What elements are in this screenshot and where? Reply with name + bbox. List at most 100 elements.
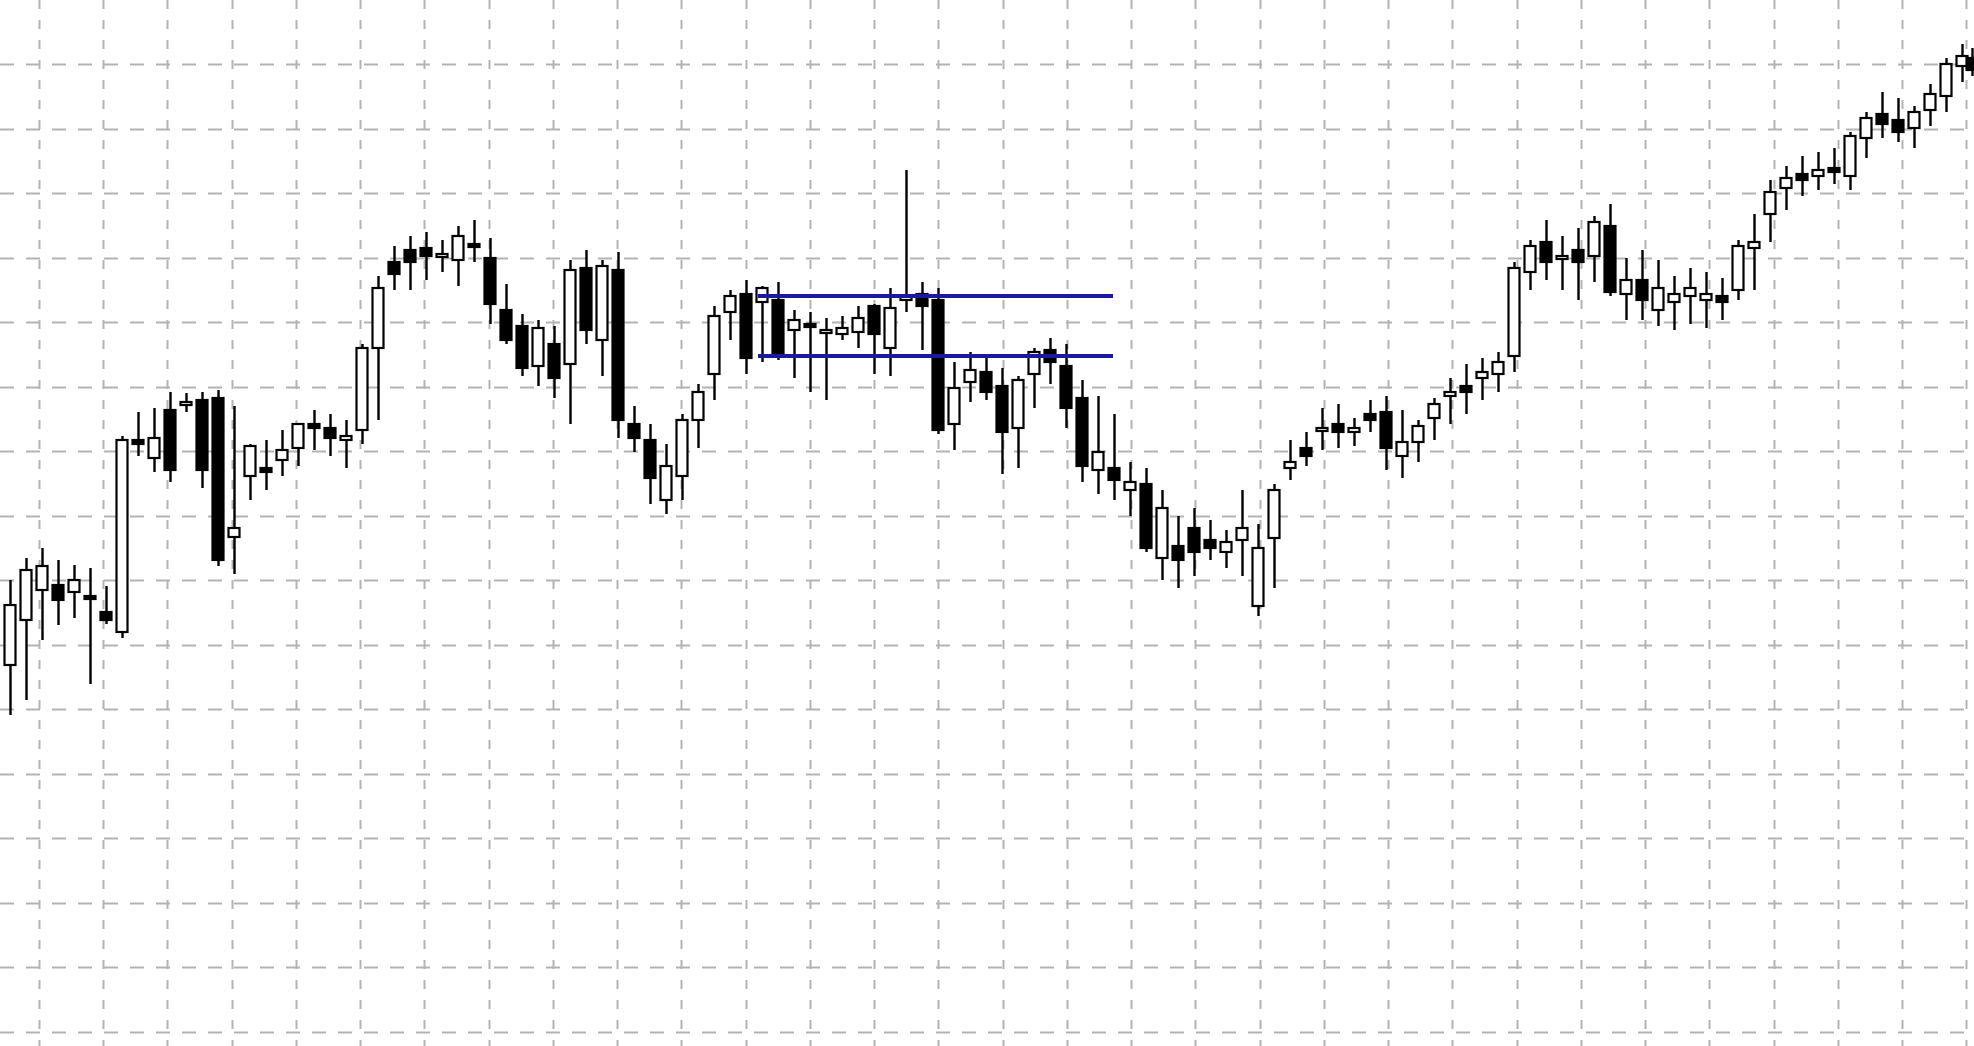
- candle-body-bearish[interactable]: [931, 298, 945, 432]
- candle-body-bullish[interactable]: [1555, 254, 1569, 261]
- candlestick[interactable]: [1331, 404, 1345, 448]
- candle-body-bearish[interactable]: [1363, 412, 1377, 422]
- candle-body-bullish[interactable]: [1731, 244, 1745, 292]
- candle-body-bullish[interactable]: [1843, 134, 1857, 178]
- candle-body-bearish[interactable]: [1379, 410, 1393, 450]
- candlestick[interactable]: [211, 390, 225, 566]
- candlestick[interactable]: [51, 560, 65, 625]
- candlestick[interactable]: [1203, 520, 1217, 560]
- candle-body-bearish[interactable]: [867, 304, 881, 336]
- candlestick[interactable]: [563, 260, 577, 424]
- candle-body-bullish[interactable]: [451, 234, 465, 262]
- candle-body-bearish[interactable]: [1059, 364, 1073, 410]
- candlestick[interactable]: [419, 232, 433, 280]
- candle-body-bullish[interactable]: [1267, 488, 1281, 540]
- candlestick[interactable]: [1683, 268, 1697, 324]
- candlestick[interactable]: [483, 238, 497, 324]
- candlestick[interactable]: [1171, 516, 1185, 588]
- candlestick[interactable]: [643, 424, 657, 504]
- candlestick[interactable]: [1667, 276, 1681, 330]
- candlestick[interactable]: [675, 414, 689, 500]
- candle-body-bullish[interactable]: [1763, 190, 1777, 216]
- candlestick[interactable]: [195, 392, 209, 488]
- candle-body-bearish[interactable]: [1459, 384, 1473, 394]
- candlestick[interactable]: [1267, 484, 1281, 588]
- candle-body-bullish[interactable]: [947, 386, 961, 426]
- candlestick[interactable]: [1347, 418, 1361, 446]
- candle-body-bullish[interactable]: [115, 438, 129, 634]
- candle-body-bullish[interactable]: [355, 346, 369, 432]
- candle-body-bullish[interactable]: [1123, 480, 1137, 492]
- candlestick[interactable]: [867, 304, 881, 374]
- candlestick[interactable]: [1747, 214, 1761, 290]
- candle-body-bearish[interactable]: [1827, 166, 1841, 174]
- candlestick[interactable]: [1779, 166, 1793, 210]
- candlestick[interactable]: [1139, 468, 1153, 552]
- candle-body-bearish[interactable]: [1539, 240, 1553, 264]
- candlestick[interactable]: [1075, 380, 1089, 482]
- candlestick[interactable]: [851, 306, 865, 348]
- candle-body-bearish[interactable]: [1171, 544, 1185, 562]
- candle-body-bullish[interactable]: [227, 526, 241, 539]
- candlestick[interactable]: [1891, 98, 1905, 142]
- candlestick[interactable]: [803, 312, 817, 392]
- candle-body-bullish[interactable]: [1619, 278, 1633, 296]
- candle-body-bearish[interactable]: [387, 260, 401, 276]
- candle-body-bullish[interactable]: [1683, 286, 1697, 298]
- candlestick[interactable]: [691, 384, 705, 448]
- candle-body-bearish[interactable]: [611, 268, 625, 422]
- candlestick[interactable]: [1427, 398, 1441, 440]
- candle-body-bearish[interactable]: [323, 426, 337, 440]
- candlestick[interactable]: [1395, 410, 1409, 478]
- candlestick[interactable]: [1571, 228, 1585, 300]
- candle-body-bullish[interactable]: [963, 368, 977, 384]
- candle-body-bullish[interactable]: [675, 418, 689, 478]
- candlestick[interactable]: [1155, 490, 1169, 580]
- candlestick[interactable]: [1187, 508, 1201, 576]
- candle-body-bullish[interactable]: [1747, 240, 1761, 250]
- candlestick[interactable]: [1091, 396, 1105, 494]
- candlestick[interactable]: [387, 246, 401, 290]
- candlestick[interactable]: [243, 444, 257, 500]
- candlestick[interactable]: [1123, 462, 1137, 516]
- candle-body-bearish[interactable]: [419, 246, 433, 258]
- candlestick[interactable]: [1843, 132, 1857, 190]
- candlestick[interactable]: [1555, 236, 1569, 290]
- candle-body-bullish[interactable]: [563, 268, 577, 366]
- candlestick[interactable]: [1475, 358, 1489, 400]
- candlestick[interactable]: [739, 280, 753, 374]
- candle-body-bearish[interactable]: [1603, 224, 1617, 294]
- candlestick[interactable]: [1315, 408, 1329, 450]
- candlestick[interactable]: [1811, 152, 1825, 190]
- candle-body-bullish[interactable]: [1251, 546, 1265, 608]
- candle-body-bearish[interactable]: [1635, 278, 1649, 302]
- candlestick[interactable]: [1011, 376, 1025, 468]
- candle-body-bearish[interactable]: [163, 408, 177, 472]
- candle-body-bearish[interactable]: [1299, 446, 1313, 458]
- candle-body-bearish[interactable]: [1571, 248, 1585, 264]
- candlestick[interactable]: [19, 558, 33, 700]
- candlestick[interactable]: [371, 276, 385, 420]
- candle-body-bullish[interactable]: [1923, 92, 1937, 112]
- candlestick[interactable]: [963, 352, 977, 402]
- candlestick[interactable]: [1539, 220, 1553, 280]
- candle-body-bullish[interactable]: [1667, 292, 1681, 304]
- candlestick[interactable]: [1619, 258, 1633, 320]
- candlestick[interactable]: [723, 290, 737, 340]
- candlestick[interactable]: [1603, 204, 1617, 296]
- candle-body-bullish[interactable]: [147, 436, 161, 460]
- candle-body-bearish[interactable]: [643, 438, 657, 480]
- candle-body-bearish[interactable]: [1203, 538, 1217, 550]
- candlestick[interactable]: [1635, 250, 1649, 320]
- candle-body-bullish[interactable]: [1027, 350, 1041, 376]
- candle-body-bearish[interactable]: [1795, 172, 1809, 182]
- candlestick[interactable]: [275, 430, 289, 476]
- candlestick[interactable]: [1443, 378, 1457, 424]
- candlestick[interactable]: [995, 368, 1009, 474]
- candle-body-bearish[interactable]: [979, 370, 993, 394]
- candlestick[interactable]: [355, 344, 369, 444]
- candlestick[interactable]: [1763, 180, 1777, 242]
- candlestick[interactable]: [1827, 148, 1841, 184]
- candle-body-bullish[interactable]: [851, 316, 865, 334]
- candle-body-bearish[interactable]: [739, 292, 753, 360]
